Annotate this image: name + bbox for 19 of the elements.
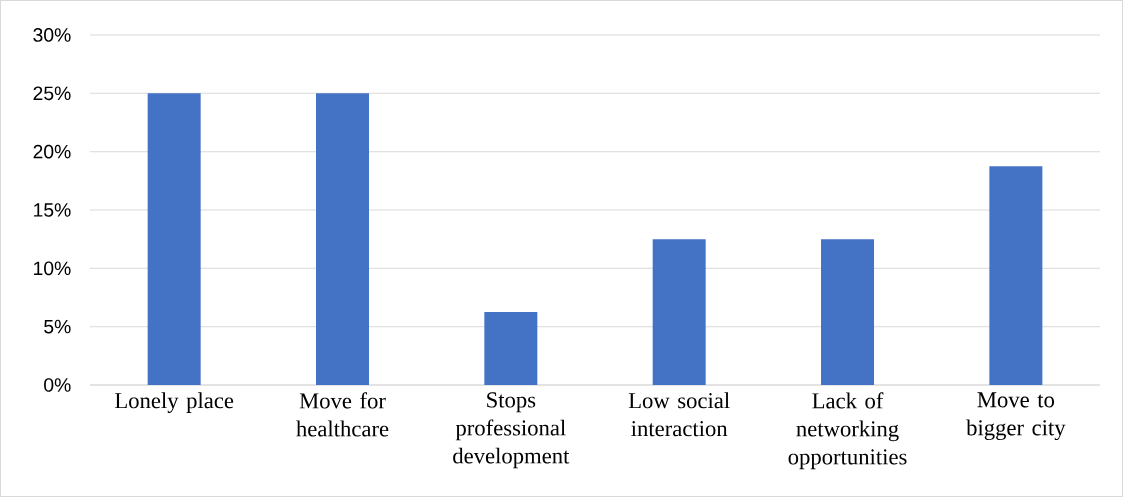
bar	[147, 93, 201, 385]
y-tick-label: 0%	[44, 378, 71, 392]
x-tick-label: Move for healthcare	[296, 392, 389, 437]
bar	[484, 312, 538, 385]
x-tick-label: Lack of networking opportunities	[788, 392, 907, 470]
bar	[652, 239, 706, 385]
y-tick-label: 15%	[34, 203, 71, 217]
y-tick-label: 25%	[33, 86, 71, 101]
bar	[821, 239, 875, 385]
y-tick-label: 30%	[33, 28, 71, 42]
bar	[989, 166, 1043, 385]
y-tick-label: 20%	[33, 144, 71, 159]
x-tick-label: Low social interaction	[628, 392, 730, 437]
y-tick-label: 10%	[34, 261, 71, 276]
y-tick-label: 5%	[44, 319, 71, 334]
x-tick-label: Lonely place	[115, 392, 234, 413]
x-tick-label: Move to bigger city	[966, 392, 1066, 441]
bar	[315, 93, 369, 385]
x-tick-label: Stops professional development	[453, 392, 570, 469]
